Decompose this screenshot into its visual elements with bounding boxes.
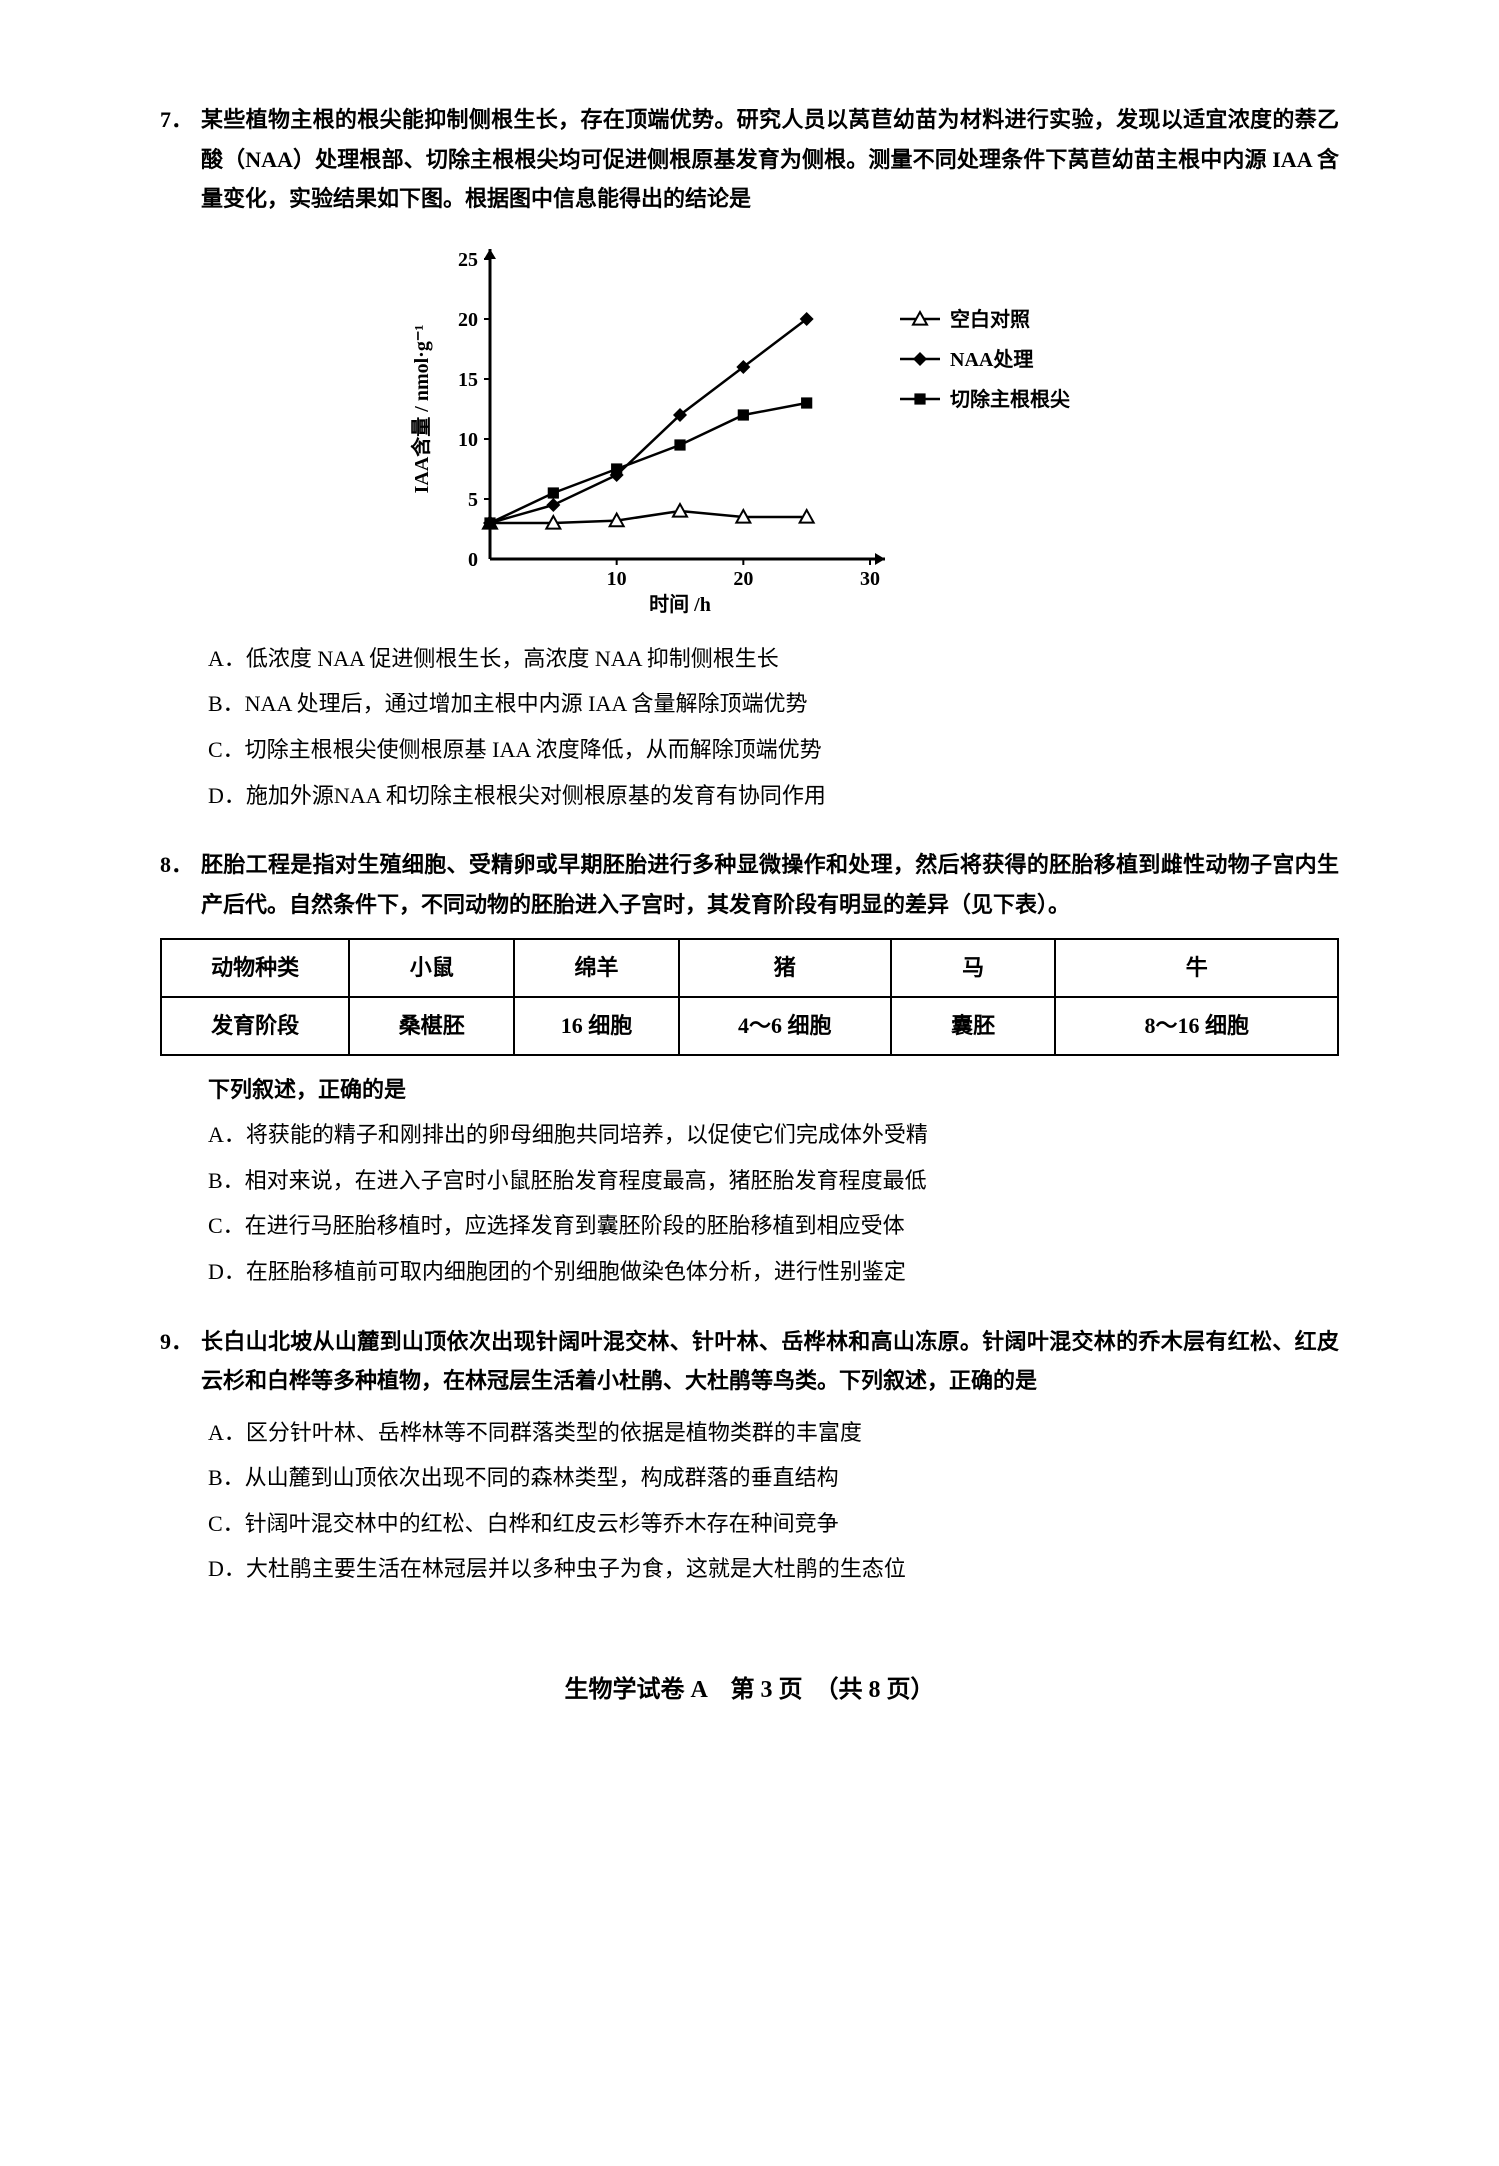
svg-text:25: 25 bbox=[458, 249, 478, 271]
svg-text:10: 10 bbox=[458, 429, 478, 451]
table-header-cell: 绵羊 bbox=[514, 939, 679, 997]
table-cell: 囊胚 bbox=[891, 997, 1056, 1055]
table-cell: 4～6 细胞 bbox=[679, 997, 891, 1055]
table-header-cell: 小鼠 bbox=[349, 939, 514, 997]
q7-text: 某些植物主根的根尖能抑制侧根生长，存在顶端优势。研究人员以莴苣幼苗为材料进行实验… bbox=[201, 100, 1339, 219]
q8-number: 8． bbox=[160, 845, 193, 924]
svg-text:30: 30 bbox=[860, 568, 880, 590]
q9-number: 9． bbox=[160, 1322, 193, 1401]
svg-text:切除主根根尖: 切除主根根尖 bbox=[950, 387, 1070, 411]
question-9: 9． 长白山北坡从山麓到山顶依次出现针阔叶混交林、针叶林、岳桦林和高山冻原。针阔… bbox=[160, 1322, 1339, 1590]
q8-option-d: D．在胚胎移植前可取内细胞团的个别细胞做染色体分析，进行性别鉴定 bbox=[208, 1252, 1339, 1292]
q8-text: 胚胎工程是指对生殖细胞、受精卵或早期胚胎进行多种显微操作和处理，然后将获得的胚胎… bbox=[201, 845, 1339, 924]
q9-option-a: A．区分针叶林、岳桦林等不同群落类型的依据是植物类群的丰富度 bbox=[208, 1413, 1339, 1453]
svg-text:0: 0 bbox=[468, 549, 478, 571]
q7-option-d: D．施加外源NAA 和切除主根根尖对侧根原基的发育有协同作用 bbox=[208, 776, 1339, 816]
q9-options: A．区分针叶林、岳桦林等不同群落类型的依据是植物类群的丰富度 B．从山麓到山顶依… bbox=[160, 1413, 1339, 1589]
q7-options: A．低浓度 NAA 促进侧根生长，高浓度 NAA 抑制侧根生长 B．NAA 处理… bbox=[160, 639, 1339, 815]
q7-line-chart: 0 5 10 15 20 25 10 20 30 时间 /h IAA含量 / nmol·g⁻¹ 空白对… bbox=[400, 239, 1100, 619]
svg-text:5: 5 bbox=[468, 489, 478, 511]
q9-text: 长白山北坡从山麓到山顶依次出现针阔叶混交林、针叶林、岳桦林和高山冻原。针阔叶混交… bbox=[201, 1322, 1339, 1401]
svg-text:10: 10 bbox=[606, 568, 626, 590]
q7-stem: 7． 某些植物主根的根尖能抑制侧根生长，存在顶端优势。研究人员以莴苣幼苗为材料进… bbox=[160, 100, 1339, 219]
table-header-cell: 猪 bbox=[679, 939, 891, 997]
q7-chart-container: 0 5 10 15 20 25 10 20 30 时间 /h IAA含量 / nmol·g⁻¹ 空白对… bbox=[160, 239, 1339, 619]
q9-stem: 9． 长白山北坡从山麓到山顶依次出现针阔叶混交林、针叶林、岳桦林和高山冻原。针阔… bbox=[160, 1322, 1339, 1401]
page-footer: 生物学试卷 A 第 3 页 （共 8 页） bbox=[160, 1669, 1339, 1712]
table-cell: 16 细胞 bbox=[514, 997, 679, 1055]
q8-table: 动物种类小鼠绵羊猪马牛发育阶段桑椹胚16 细胞4～6 细胞囊胚8～16 细胞 bbox=[160, 938, 1339, 1055]
table-header-cell: 动物种类 bbox=[161, 939, 349, 997]
svg-text:20: 20 bbox=[733, 568, 753, 590]
q7-option-c: C．切除主根根尖使侧根原基 IAA 浓度降低，从而解除顶端优势 bbox=[208, 730, 1339, 770]
question-7: 7． 某些植物主根的根尖能抑制侧根生长，存在顶端优势。研究人员以莴苣幼苗为材料进… bbox=[160, 100, 1339, 815]
q9-option-b: B．从山麓到山顶依次出现不同的森林类型，构成群落的垂直结构 bbox=[208, 1458, 1339, 1498]
q7-option-b: B．NAA 处理后，通过增加主根中内源 IAA 含量解除顶端优势 bbox=[208, 684, 1339, 724]
table-header-cell: 马 bbox=[891, 939, 1056, 997]
table-cell: 发育阶段 bbox=[161, 997, 349, 1055]
q8-option-a: A．将获能的精子和刚排出的卵母细胞共同培养，以促使它们完成体外受精 bbox=[208, 1115, 1339, 1155]
svg-text:时间 /h: 时间 /h bbox=[649, 593, 711, 616]
q7-option-a: A．低浓度 NAA 促进侧根生长，高浓度 NAA 抑制侧根生长 bbox=[208, 639, 1339, 679]
q9-option-c: C．针阔叶混交林中的红松、白桦和红皮云杉等乔木存在种间竞争 bbox=[208, 1504, 1339, 1544]
svg-text:20: 20 bbox=[458, 309, 478, 331]
table-cell: 桑椹胚 bbox=[349, 997, 514, 1055]
svg-text:空白对照: 空白对照 bbox=[950, 307, 1030, 331]
q8-stem: 8． 胚胎工程是指对生殖细胞、受精卵或早期胚胎进行多种显微操作和处理，然后将获得… bbox=[160, 845, 1339, 924]
svg-text:15: 15 bbox=[458, 369, 478, 391]
question-8: 8． 胚胎工程是指对生殖细胞、受精卵或早期胚胎进行多种显微操作和处理，然后将获得… bbox=[160, 845, 1339, 1291]
svg-text:IAA含量 / nmol·g⁻¹: IAA含量 / nmol·g⁻¹ bbox=[409, 324, 433, 493]
table-cell: 8～16 细胞 bbox=[1055, 997, 1338, 1055]
q9-option-d: D．大杜鹃主要生活在林冠层并以多种虫子为食，这就是大杜鹃的生态位 bbox=[208, 1549, 1339, 1589]
q8-options: A．将获能的精子和刚排出的卵母细胞共同培养，以促使它们完成体外受精 B．相对来说… bbox=[160, 1115, 1339, 1291]
q8-option-b: B．相对来说，在进入子宫时小鼠胚胎发育程度最高，猪胚胎发育程度最低 bbox=[208, 1161, 1339, 1201]
q8-subtext: 下列叙述，正确的是 bbox=[160, 1070, 1339, 1110]
svg-text:NAA处理: NAA处理 bbox=[950, 347, 1033, 371]
table-header-cell: 牛 bbox=[1055, 939, 1338, 997]
q8-option-c: C．在进行马胚胎移植时，应选择发育到囊胚阶段的胚胎移植到相应受体 bbox=[208, 1206, 1339, 1246]
q7-number: 7． bbox=[160, 100, 193, 219]
